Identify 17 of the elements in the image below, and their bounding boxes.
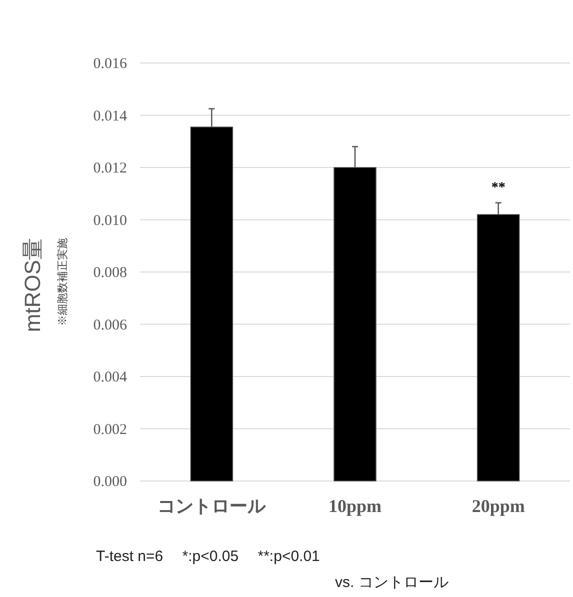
- text: vs. コントロール: [335, 574, 448, 591]
- y-tick-label: 0.000: [93, 474, 127, 490]
- annotation: **: [491, 180, 506, 196]
- y-tick-label: 0.008: [93, 265, 127, 281]
- x-tick-label: 10ppm: [328, 496, 382, 516]
- text: T-test n=6 *:p<0.05 **:p<0.01: [96, 548, 320, 565]
- y-tick-label: 0.010: [93, 212, 127, 229]
- y-tick-label: 0.004: [93, 370, 128, 386]
- y-tick-label: 0.016: [93, 56, 128, 72]
- y-tick-label: 0.012: [93, 160, 127, 176]
- y-tick-label: 0.002: [93, 422, 127, 438]
- y-tick-label: 0.006: [93, 317, 128, 334]
- text: ※細胞数補正実施: [56, 238, 69, 326]
- y-axis-title: mtROS量: [20, 238, 45, 332]
- x-tick-label: コントロール: [158, 496, 267, 516]
- y-tick-label: 0.014: [93, 108, 128, 124]
- x-tick-label: 20ppm: [472, 496, 525, 516]
